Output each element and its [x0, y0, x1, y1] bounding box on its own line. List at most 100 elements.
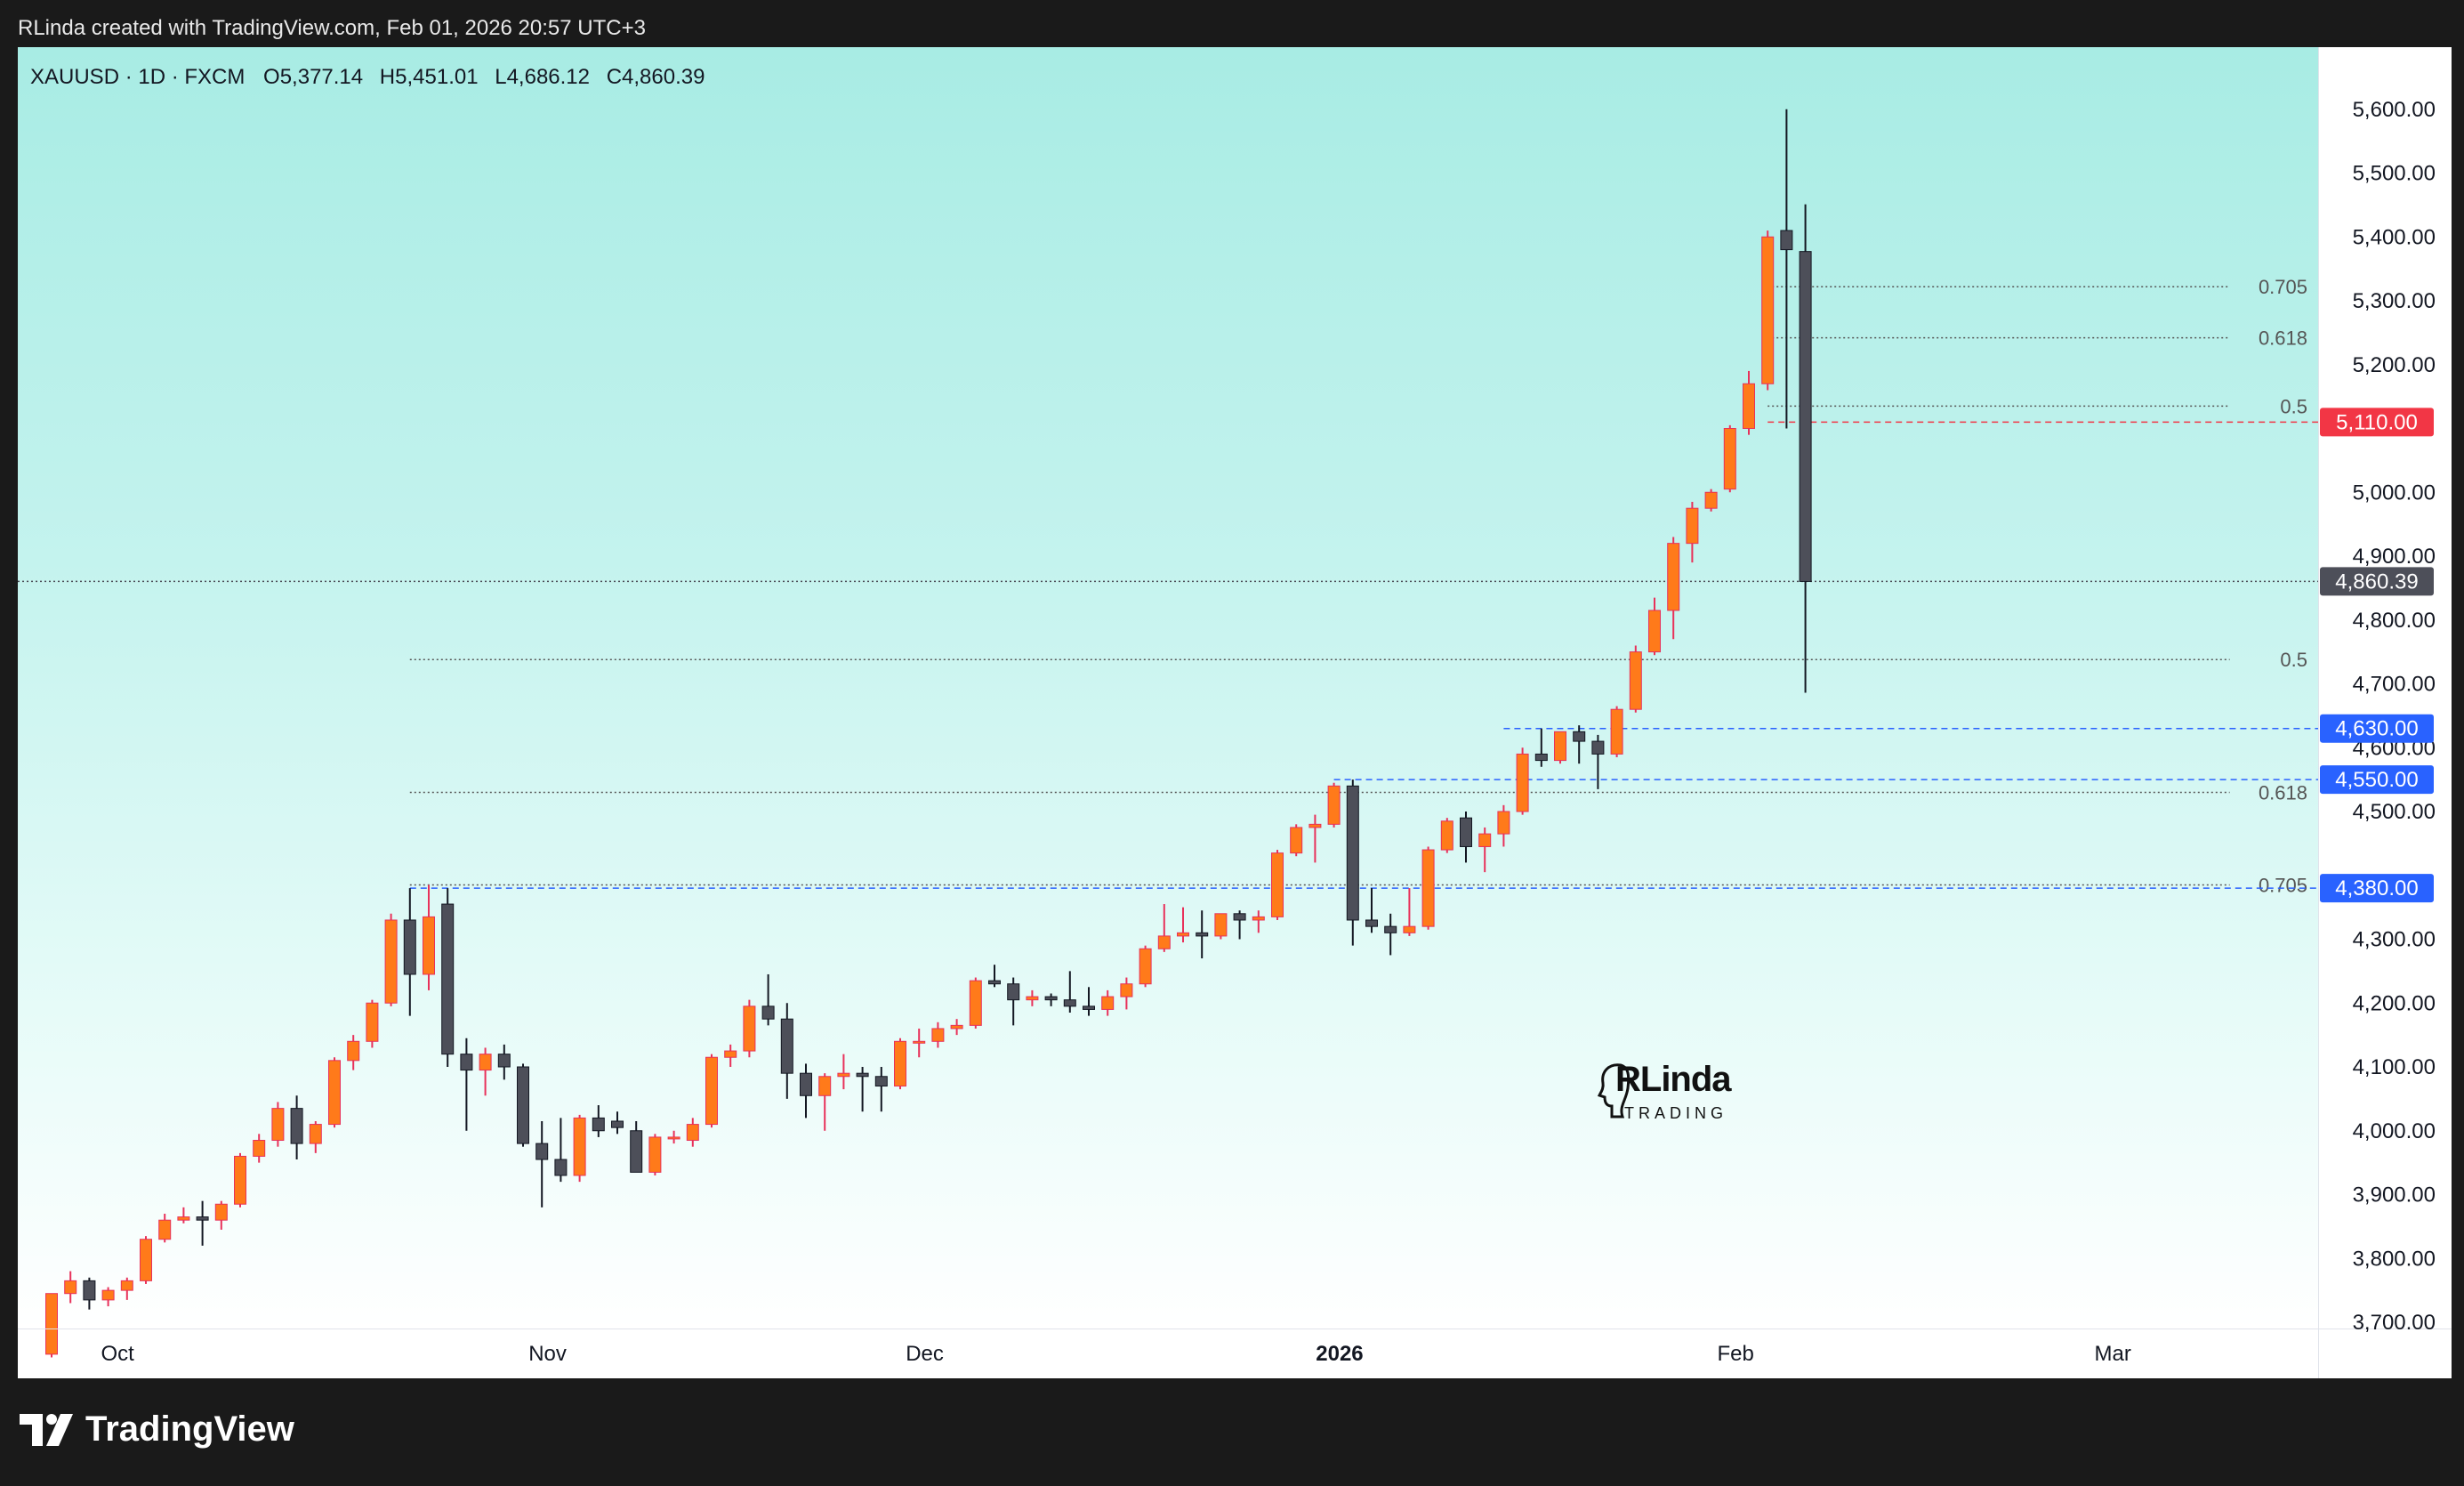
candle	[1044, 993, 1058, 1006]
candle	[45, 1293, 58, 1358]
candle-body	[271, 1108, 285, 1142]
candle-body	[1044, 996, 1058, 1001]
candle	[554, 1118, 568, 1183]
candle-body	[1101, 996, 1115, 1010]
candle	[988, 965, 1001, 988]
candle	[950, 1019, 963, 1036]
y-tick-label: 4,500.00	[2353, 800, 2436, 824]
candle	[517, 1063, 529, 1147]
candle-body	[460, 1054, 473, 1071]
candle	[1083, 987, 1095, 1016]
candle-body	[120, 1280, 133, 1291]
candle-body	[761, 1005, 775, 1020]
y-tick-label: 4,700.00	[2353, 673, 2436, 697]
candle-body	[214, 1203, 228, 1221]
candle-body	[1196, 932, 1209, 937]
candle	[1271, 850, 1284, 920]
candle	[1460, 812, 1472, 863]
candle	[1554, 731, 1566, 764]
y-tick-label: 3,800.00	[2353, 1247, 2436, 1271]
y-tick-label: 3,900.00	[2353, 1183, 2436, 1207]
candle	[969, 977, 982, 1029]
candle-body	[1799, 251, 1812, 582]
candle-body	[988, 980, 1001, 985]
candle-body	[1063, 999, 1076, 1007]
candle	[1026, 989, 1039, 1006]
candle	[441, 888, 455, 1067]
price-badge-bg	[2320, 567, 2434, 596]
candle	[479, 1047, 492, 1096]
candle	[423, 884, 435, 990]
candle	[913, 1028, 926, 1058]
candle	[1743, 370, 1755, 435]
candle-body	[1780, 230, 1793, 251]
candle-body	[1384, 925, 1397, 933]
candle-body	[592, 1117, 605, 1132]
price-badge: 4,630.00	[2320, 714, 2434, 743]
candle-body	[1327, 785, 1341, 825]
fib-level-label: 0.705	[2259, 875, 2307, 897]
candle-body	[309, 1124, 322, 1144]
candle-body	[1120, 983, 1133, 997]
x-tick-label: 2026	[1316, 1342, 1363, 1366]
candle	[1780, 109, 1793, 429]
candle-body	[856, 1072, 869, 1078]
candle	[1120, 977, 1133, 1010]
candle-body	[535, 1143, 549, 1160]
candle	[1591, 734, 1605, 789]
candle-body	[1440, 820, 1453, 851]
tradingview-logo[interactable]: TradingView	[20, 1409, 294, 1450]
symbol-label[interactable]: XAUUSD · 1D · FXCM	[30, 65, 246, 89]
y-tick-label: 4,300.00	[2353, 928, 2436, 952]
price-chart[interactable]: 0.705 0.618 0.5 0.5 0.618 0.705 3,700.00 3,800…	[18, 47, 2452, 1378]
candle-body	[328, 1060, 341, 1126]
fib-level-label: 0.705	[2259, 276, 2307, 298]
chart-panel: 0.705 0.618 0.5 0.5 0.618 0.705 3,700.00 3,800…	[18, 47, 2452, 1378]
woman-profile-icon	[1597, 1063, 1631, 1119]
candle	[1196, 910, 1209, 959]
x-tick-label: Feb	[1717, 1342, 1753, 1366]
candle-body	[573, 1117, 586, 1176]
candle	[874, 1067, 888, 1112]
y-tick-label: 4,000.00	[2353, 1119, 2436, 1143]
y-tick-label: 5,300.00	[2353, 289, 2436, 313]
candle-body	[1177, 932, 1189, 937]
candle-body	[1686, 507, 1699, 545]
candle	[894, 1038, 906, 1090]
candle	[196, 1200, 209, 1246]
candle	[1290, 824, 1303, 857]
candle-body	[1157, 935, 1171, 949]
candle-body	[800, 1072, 812, 1096]
candle-body	[705, 1056, 718, 1126]
price-badge-label: 4,550.00	[2335, 768, 2418, 792]
candle-body	[140, 1239, 152, 1281]
candle	[271, 1102, 285, 1147]
y-tick-label: 4,800.00	[2353, 609, 2436, 633]
candle-body	[554, 1159, 568, 1176]
candle-body	[158, 1219, 172, 1240]
candle	[705, 1054, 718, 1128]
candle-body	[818, 1076, 832, 1096]
candle	[630, 1120, 643, 1173]
candle	[403, 888, 416, 1016]
candle-body	[441, 903, 455, 1055]
candle-body	[253, 1140, 266, 1157]
candle	[1478, 827, 1492, 873]
candle-body	[1554, 731, 1566, 762]
candle-body	[1478, 833, 1492, 847]
candle	[818, 1073, 832, 1131]
candle-body	[177, 1216, 190, 1221]
candle	[1799, 204, 1812, 693]
candle-body	[780, 1018, 793, 1074]
candle-body	[196, 1216, 209, 1221]
watermark-logo: RLinda TRADING	[1596, 1060, 1774, 1131]
candle-body	[1083, 1005, 1095, 1010]
candle-body	[1252, 916, 1265, 921]
candle	[214, 1200, 228, 1230]
candle	[1252, 910, 1265, 933]
x-tick-label: Nov	[528, 1342, 567, 1366]
candle	[1648, 597, 1661, 656]
candle	[1365, 888, 1378, 933]
high-value: H5,451.01	[379, 65, 479, 89]
candle	[743, 999, 756, 1058]
